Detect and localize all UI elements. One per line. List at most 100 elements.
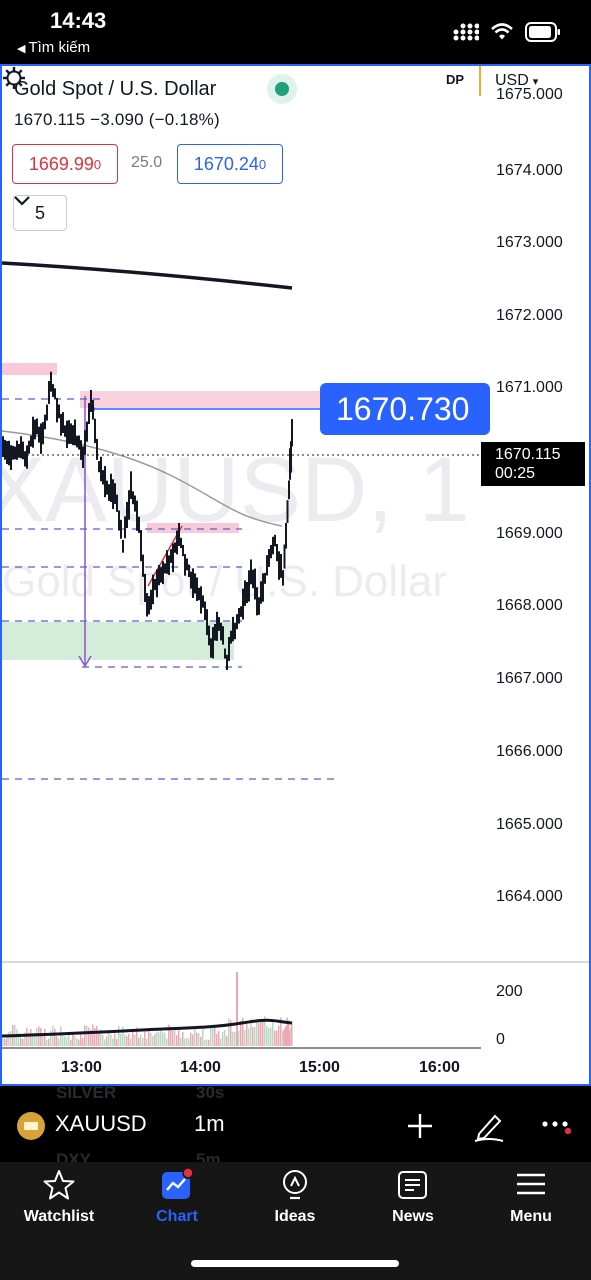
currency-select[interactable]: USD ▾ [479, 66, 587, 96]
volume-bar [266, 1025, 268, 1046]
candle [20, 436, 22, 459]
currency-value: USD [495, 72, 529, 89]
volume-bar [68, 1033, 70, 1046]
volume-bar [194, 1027, 196, 1046]
candle [42, 422, 44, 445]
volume-bar [202, 1027, 204, 1046]
volume-bar [286, 1017, 288, 1046]
tab-news[interactable]: News [358, 1168, 468, 1236]
signal-icon [453, 23, 479, 41]
candle [260, 581, 262, 604]
candle [158, 565, 160, 586]
chart-panel[interactable]: XAUUSD, 1 Gold Spot / U.S. Dollar [0, 64, 591, 1086]
candle [254, 568, 256, 600]
wifi-icon [491, 23, 513, 40]
volume-bar [268, 1028, 270, 1046]
candle [52, 384, 54, 397]
volume-bar [50, 1030, 52, 1046]
candle [48, 381, 50, 404]
add-button[interactable] [400, 1106, 440, 1146]
tab-menu[interactable]: Menu [476, 1168, 586, 1236]
tab-watchlist[interactable]: Watchlist [4, 1168, 114, 1236]
price-axis-label: 1671.000 [496, 379, 563, 396]
volume-bar [242, 1017, 244, 1046]
volume-bar [144, 1031, 146, 1046]
volume-bar [178, 1029, 180, 1046]
candle [174, 542, 176, 553]
volume-bar [146, 1038, 148, 1046]
volume-bar [204, 1040, 206, 1046]
more-options-button[interactable] [536, 1106, 576, 1146]
status-time: 14:43 [50, 8, 107, 33]
tab-ideas[interactable]: Ideas [240, 1168, 350, 1236]
candle [224, 648, 226, 659]
candle [140, 530, 142, 562]
interval-button[interactable]: 1m [194, 1111, 225, 1136]
candle [50, 371, 52, 392]
volume-bar [198, 1033, 200, 1046]
volume-bar [6, 1035, 8, 1046]
alert-price-tag[interactable]: 1670.730 [320, 383, 490, 435]
candle [86, 421, 88, 442]
market-open-indicator[interactable] [267, 74, 297, 104]
candle [26, 445, 28, 469]
volume-bar [80, 1031, 82, 1046]
symbol-search-button[interactable]: XAUUSD [55, 1111, 147, 1136]
indicators-toggle-button[interactable]: 5 [13, 195, 67, 231]
candle [156, 569, 158, 598]
candle [291, 419, 293, 447]
volume-bar [285, 1026, 287, 1046]
candle [280, 554, 282, 578]
volume-bar [132, 1030, 134, 1046]
candle [110, 473, 112, 502]
sell-button[interactable]: 1669.99 0 [12, 144, 118, 184]
status-bar: 14:43 ◀ Tìm kiếm [0, 0, 591, 64]
lightbulb-icon [283, 1170, 307, 1200]
candle [58, 404, 60, 419]
candle [264, 572, 266, 584]
candle [100, 456, 102, 482]
tab-chart[interactable]: Chart [122, 1168, 232, 1236]
price-change-line: 1670.115 −3.090 (−0.18%) [14, 110, 220, 129]
ghost-text: 30s [196, 1083, 225, 1102]
candle [226, 654, 228, 671]
candle [162, 561, 164, 585]
candle [246, 582, 248, 604]
candle [152, 574, 154, 605]
tab-label: Chart [156, 1208, 198, 1225]
volume-bar [110, 1034, 112, 1046]
candle [122, 539, 124, 553]
ask-price: 1670.24 [193, 153, 259, 174]
volume-bar [60, 1026, 62, 1046]
candle [244, 580, 246, 606]
drawing-tools-button[interactable] [469, 1106, 509, 1146]
status-icons [453, 22, 561, 42]
candle [18, 444, 20, 458]
volume-bar [152, 1036, 154, 1046]
volume-bar [98, 1032, 100, 1046]
hamburger-icon [517, 1173, 545, 1195]
volume-bar [228, 1018, 230, 1046]
candle [206, 609, 208, 636]
symbol-toolbar [0, 1092, 591, 1158]
volume-bar [72, 1034, 74, 1046]
candle [134, 495, 136, 512]
volume-bar [136, 1027, 138, 1046]
volume-bar [216, 1033, 218, 1046]
candle [46, 404, 48, 421]
candle [82, 446, 84, 468]
gear-icon[interactable] [2, 66, 26, 90]
volume-bar [28, 1032, 30, 1046]
dp-label[interactable]: DP [446, 72, 465, 87]
candle [242, 588, 244, 620]
back-to-search-link[interactable]: ◀ Tìm kiếm [17, 39, 90, 56]
buy-button[interactable]: 1670.24 0 [177, 144, 283, 184]
volume-bar [192, 1034, 194, 1046]
volume-bar [283, 1028, 285, 1046]
candle [232, 616, 234, 642]
volume-bar [130, 1038, 132, 1046]
volume-bar [188, 1038, 190, 1046]
candle [22, 441, 24, 460]
price-chart[interactable]: XAUUSD, 1 Gold Spot / U.S. Dollar [2, 66, 589, 1084]
symbol-title[interactable]: Gold Spot / U.S. Dollar [14, 78, 217, 100]
